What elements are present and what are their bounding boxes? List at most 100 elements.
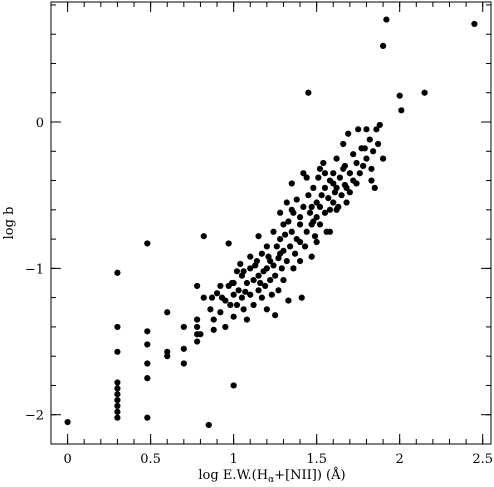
- data-point: [230, 382, 237, 389]
- data-point: [291, 250, 299, 257]
- x-axis-label-subscript: α: [268, 475, 274, 485]
- data-point: [208, 294, 216, 301]
- data-point: [340, 165, 347, 172]
- data-point: [240, 268, 247, 275]
- data-point: [207, 306, 214, 313]
- data-point: [326, 206, 334, 213]
- x-tick-label: 2.5: [472, 452, 493, 467]
- data-point: [258, 250, 265, 257]
- data-point: [288, 206, 295, 213]
- data-point: [296, 257, 304, 265]
- data-point: [180, 360, 187, 367]
- data-point: [346, 170, 353, 177]
- data-point: [308, 203, 315, 211]
- data-point: [300, 170, 307, 177]
- data-point: [257, 279, 264, 287]
- data-point: [240, 306, 247, 313]
- data-point: [255, 272, 262, 279]
- data-point: [194, 282, 201, 290]
- data-point: [310, 184, 317, 191]
- data-point: [194, 323, 201, 331]
- data-point: [366, 136, 373, 143]
- data-point: [296, 221, 304, 228]
- x-tick-label: 0: [63, 452, 71, 467]
- data-point: [471, 20, 478, 28]
- data-point: [114, 396, 121, 404]
- x-tick-label: 1: [230, 452, 238, 467]
- data-point: [114, 408, 121, 415]
- data-point: [114, 385, 121, 392]
- data-point: [233, 268, 241, 275]
- data-point: [233, 301, 241, 309]
- data-point: [144, 414, 151, 421]
- data-point: [270, 262, 277, 269]
- data-points: [64, 16, 478, 429]
- data-point: [114, 323, 121, 331]
- data-point: [353, 180, 360, 187]
- data-point: [336, 174, 344, 181]
- data-point: [194, 316, 201, 323]
- data-point: [255, 287, 262, 294]
- data-point: [252, 262, 259, 269]
- data-point: [283, 199, 290, 206]
- data-point: [303, 228, 310, 235]
- data-point: [272, 312, 279, 319]
- data-point: [363, 155, 370, 162]
- data-point: [313, 214, 320, 221]
- data-point: [368, 165, 375, 172]
- data-point: [114, 414, 121, 421]
- y-tick-label: 0: [36, 116, 44, 131]
- data-point: [255, 233, 262, 240]
- data-point: [330, 180, 337, 187]
- data-point: [247, 291, 254, 298]
- data-point: [285, 297, 292, 304]
- data-point: [200, 294, 207, 301]
- data-point: [227, 301, 234, 309]
- data-point: [277, 235, 284, 243]
- data-point: [310, 218, 317, 225]
- data-point: [242, 288, 249, 295]
- x-tick-label: 0.5: [140, 452, 161, 467]
- data-point: [268, 291, 275, 298]
- data-point: [346, 189, 353, 196]
- data-point: [330, 199, 337, 206]
- tick-labels: 0 0.5 1 1.5 2 2.5 −2 −1 0: [25, 116, 493, 467]
- data-point: [383, 16, 390, 23]
- data-point: [114, 391, 121, 398]
- data-point: [308, 253, 315, 260]
- data-point: [325, 195, 332, 202]
- data-point: [164, 348, 171, 355]
- data-point: [316, 203, 324, 211]
- data-point: [243, 316, 251, 323]
- data-point: [338, 192, 345, 199]
- data-point: [421, 89, 428, 96]
- data-point: [247, 265, 254, 272]
- data-point: [360, 162, 367, 170]
- data-point: [313, 199, 320, 206]
- data-point: [213, 290, 221, 297]
- data-point: [180, 323, 187, 331]
- data-point: [258, 294, 265, 301]
- data-point: [318, 192, 325, 199]
- data-point: [333, 155, 340, 162]
- data-point: [356, 170, 363, 177]
- data-point: [180, 345, 187, 352]
- data-point: [330, 170, 337, 177]
- data-point: [343, 184, 350, 191]
- data-point: [361, 145, 368, 152]
- data-point: [293, 196, 300, 203]
- x-axis-label-suffix: +[NII]) (Å): [274, 467, 345, 483]
- data-point: [280, 276, 287, 284]
- data-point: [306, 209, 314, 216]
- data-point: [277, 209, 284, 216]
- data-point: [313, 238, 320, 246]
- data-point: [64, 418, 71, 426]
- data-point: [222, 297, 229, 304]
- data-point: [164, 353, 171, 360]
- x-axis-label: log E.W.(Hα+[NII]) (Å): [198, 467, 345, 485]
- data-point: [350, 151, 357, 158]
- data-point: [300, 203, 307, 211]
- data-point: [270, 228, 277, 235]
- data-point: [267, 257, 274, 265]
